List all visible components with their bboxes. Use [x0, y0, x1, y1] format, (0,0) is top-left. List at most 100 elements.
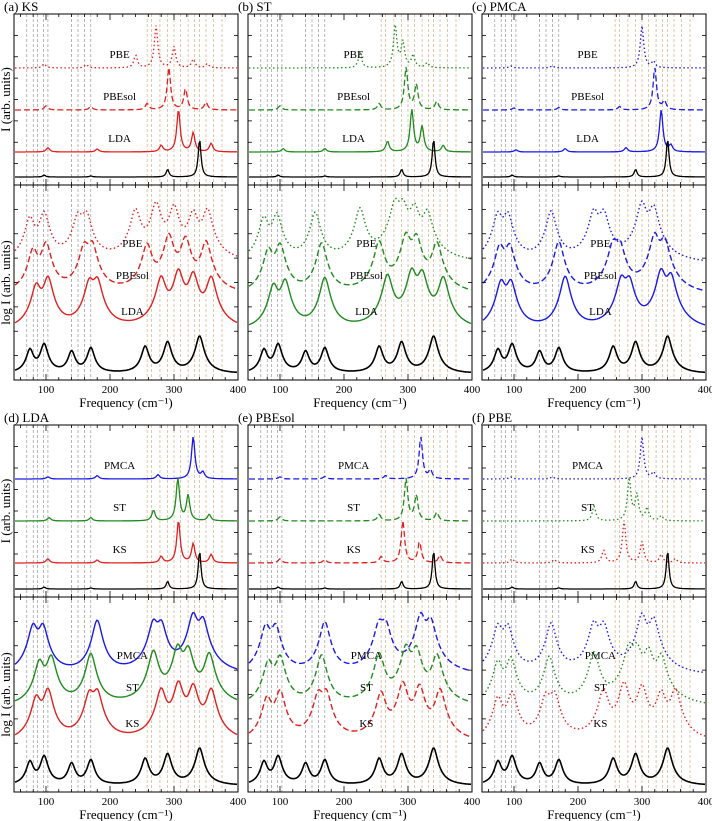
series-label-bottom: PBE [122, 238, 142, 250]
series-line-top [249, 436, 471, 480]
x-axis-label: Frequency (cm⁻¹) [313, 807, 406, 821]
series-label-bottom: KS [125, 718, 139, 730]
series-line-bottom [14, 200, 238, 257]
x-tick-label: 200 [102, 384, 119, 396]
x-tick-label: 300 [166, 796, 183, 808]
series-label-bottom: KS [593, 718, 607, 730]
series-line-bottom [482, 680, 706, 737]
experiment-line-top [15, 552, 237, 590]
series-label-top: KS [113, 544, 127, 556]
series-label-bottom: PMCA [585, 650, 616, 662]
series-label-bottom: ST [360, 682, 373, 694]
series-line-top [249, 109, 471, 153]
panel-title: (f) PBE [472, 410, 512, 425]
series-line-bottom [14, 611, 238, 670]
x-tick-label: 100 [506, 384, 523, 396]
series-line-bottom [14, 643, 238, 702]
series-label-bottom: PBEsol [350, 270, 383, 282]
y-axis-label-bottom: log I (arb. units) [0, 240, 13, 324]
experiment-line-bottom [14, 335, 238, 374]
series-label-bottom: PBEsol [584, 270, 617, 282]
experiment-line-bottom [482, 747, 706, 786]
series-label-top: LDA [342, 133, 365, 145]
panel-title: (d) LDA [4, 410, 50, 425]
x-tick-label: 200 [336, 796, 353, 808]
x-tick-label: 200 [336, 384, 353, 396]
x-tick-label: 100 [272, 796, 289, 808]
series-line-top [483, 109, 705, 153]
experiment-line-top [483, 552, 705, 590]
series-label-bottom: PMCA [117, 650, 148, 662]
panel-title: (e) PBEsol [238, 410, 295, 425]
x-tick-label: 100 [38, 384, 55, 396]
series-label-top: KS [347, 544, 361, 556]
x-tick-label: 200 [570, 796, 587, 808]
series-label-bottom: LDA [121, 306, 144, 318]
experiment-line-bottom [248, 335, 472, 374]
x-tick-label: 100 [38, 796, 55, 808]
series-line-bottom [14, 232, 238, 290]
panel-e: (e) PBEsol PMCA ST KS PMCA ST KS 100 200 300 400 Fr… [238, 410, 481, 821]
series-line-bottom [482, 231, 706, 292]
series-line-bottom [482, 612, 706, 674]
series-label-top: KS [581, 544, 595, 556]
series-label-top: PBE [110, 49, 130, 61]
x-axis-label: Frequency (cm⁻¹) [313, 395, 406, 410]
series-line-top [15, 67, 237, 111]
series-line-top [483, 477, 705, 522]
series-line-bottom [248, 197, 472, 260]
series-label-top: LDA [108, 133, 131, 145]
series-label-bottom: ST [594, 682, 607, 694]
series-label-bottom: PBE [590, 238, 610, 250]
panel-a: (a) KS PBE PBEsol LDA PBE PBEsol LDA 100 200 300 4… [0, 0, 247, 410]
series-label-top: LDA [576, 133, 599, 145]
experiment-line-top [249, 552, 471, 590]
series-label-top: ST [113, 502, 126, 514]
panel-title: (b) ST [238, 0, 272, 14]
series-label-bottom: LDA [589, 306, 612, 318]
series-line-top [483, 436, 705, 480]
panel-d: (d) LDA PMCA ST KS PMCA ST KS 100 200 300 400 Frequ… [0, 410, 247, 821]
series-label-top: PMCA [572, 460, 603, 472]
series-line-bottom [482, 200, 706, 262]
series-label-top: PMCA [338, 460, 369, 472]
series-label-top: PBE [578, 49, 598, 61]
x-tick-label: 400 [464, 796, 481, 808]
y-axis-label-top: I (arb. units) [0, 67, 13, 132]
panel-b: (b) ST PBE PBEsol LDA PBE PBEsol LDA 100 200 300 4… [238, 0, 481, 410]
experiment-line-top [483, 140, 705, 178]
series-label-top: ST [347, 502, 360, 514]
experiment-line-bottom [14, 747, 238, 786]
series-line-bottom [248, 267, 472, 326]
x-tick-label: 100 [272, 384, 289, 396]
series-label-top: PBE [344, 49, 364, 61]
x-axis-label: Frequency (cm⁻¹) [79, 395, 172, 410]
x-axis-label: Frequency (cm⁻¹) [79, 807, 172, 821]
panel-title: (c) PMCA [472, 0, 527, 14]
series-line-bottom [248, 643, 472, 703]
x-tick-label: 400 [464, 384, 481, 396]
series-line-top [15, 478, 237, 522]
series-line-top [483, 520, 705, 564]
experiment-line-bottom [482, 335, 706, 374]
series-line-top [249, 66, 471, 111]
x-axis-label: Frequency (cm⁻¹) [547, 807, 640, 821]
series-line-top [15, 436, 237, 480]
x-tick-label: 300 [634, 384, 651, 396]
series-label-bottom: PMCA [351, 650, 382, 662]
x-tick-label: 300 [400, 384, 417, 396]
x-tick-label: 400 [698, 796, 712, 808]
series-line-bottom [14, 268, 238, 324]
x-tick-label: 100 [506, 796, 523, 808]
series-label-bottom: PBEsol [116, 270, 149, 282]
series-line-top [15, 521, 237, 564]
x-tick-label: 200 [102, 796, 119, 808]
x-tick-label: 300 [166, 384, 183, 396]
series-label-bottom: LDA [355, 306, 378, 318]
series-label-bottom: PBE [356, 238, 376, 250]
y-axis-label-bottom: log I (arb. units) [0, 652, 13, 736]
series-line-bottom [482, 641, 706, 704]
experiment-line-top [15, 140, 237, 178]
x-tick-label: 300 [400, 796, 417, 808]
